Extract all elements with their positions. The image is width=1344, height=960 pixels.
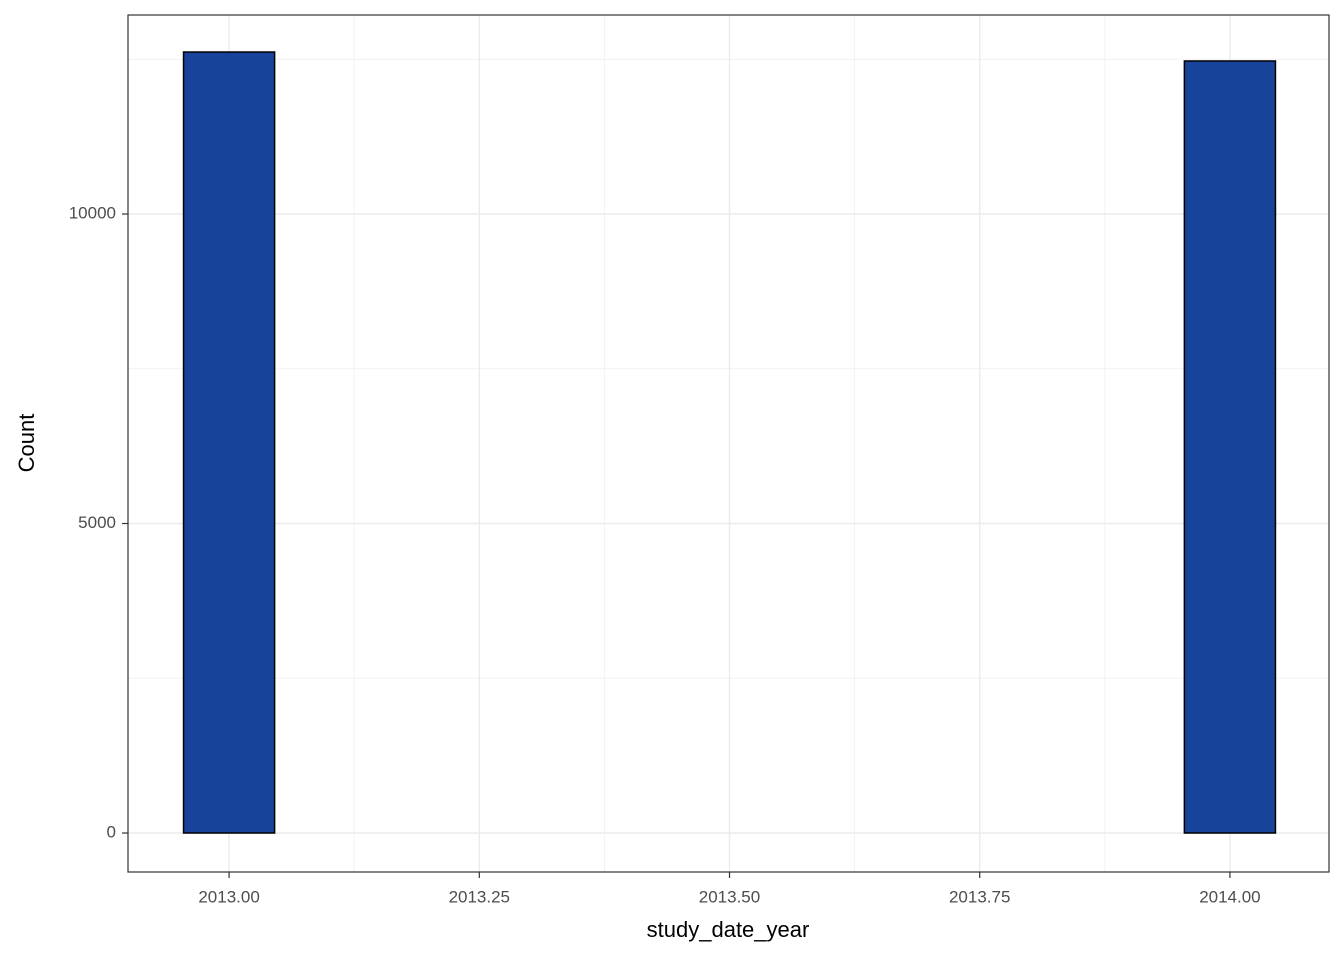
x-tick-label: 2013.75 [949,887,1010,906]
x-tick-label: 2013.00 [198,887,259,906]
y-axis-title: Count [14,414,39,473]
x-axis-title: study_date_year [647,917,810,942]
x-tick-label: 2014.00 [1199,887,1260,906]
x-tick-label: 2013.50 [699,887,760,906]
y-tick-label: 0 [107,822,116,841]
bar [182,51,276,834]
bar [1183,60,1277,834]
y-tick-label: 5000 [78,513,116,532]
x-tick-label: 2013.25 [449,887,510,906]
y-tick-label: 10000 [69,203,116,222]
panel-border [127,14,1330,873]
